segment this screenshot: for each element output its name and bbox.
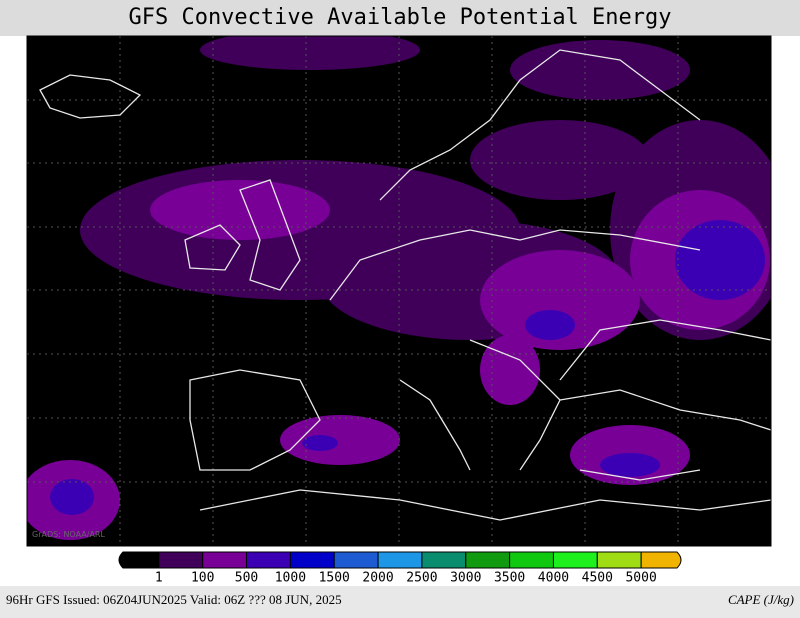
colorbar-label: 3000 [450,571,481,586]
colorbar-segment [246,551,291,569]
colorbar-label: 100 [191,571,214,586]
colorbar-segment [596,551,642,569]
footer-right: CAPE (J/kg) [728,592,794,607]
colorbar-label: 4500 [582,571,613,586]
colorbar-segment [465,551,511,569]
colorbar-segment [421,551,467,569]
title: GFS Convective Available Potential Energ… [128,5,671,30]
colorbar-label: 2500 [406,571,437,586]
colorbar-segment [158,551,204,569]
colorbar-label: 3500 [494,571,525,586]
colorbar-segment [289,551,335,569]
colorbar-label: 4000 [538,571,569,586]
graticule [27,36,771,546]
colorbar-label: 1000 [275,571,306,586]
colorbar-segment [118,551,160,569]
footer-bar [0,586,800,618]
colorbar-segment [640,551,682,569]
colorbar-segment [333,551,379,569]
cape-field [27,36,771,540]
colorbar-label: 5000 [625,571,656,586]
title-bar [0,0,800,36]
colorbar-segment [509,551,554,569]
footer-left: 96Hr GFS Issued: 06Z04JUN2025 Valid: 06Z… [6,592,342,607]
colorbar-label: 2000 [362,571,393,586]
colorbar-segment [552,551,598,569]
coastlines [39,49,772,521]
map: GrADS: NOAA/ARL [26,35,772,547]
map-border [26,35,772,547]
colorbar: 1 100 500 1000 1500 2000 2500 3000 3500 4000 4500 5… [118,551,682,586]
watermark: GrADS: NOAA/ARL [32,530,105,539]
colorbar-label: 1 [155,571,163,586]
colorbar-label: 500 [235,571,258,586]
colorbar-segment [202,551,248,569]
colorbar-label: 1500 [319,571,350,586]
colorbar-segment [377,551,423,569]
